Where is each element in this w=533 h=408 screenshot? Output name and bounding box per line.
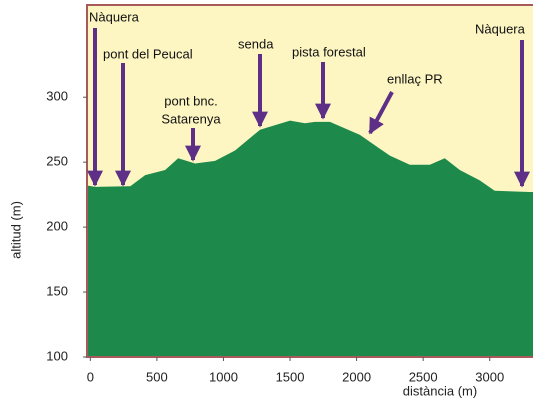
annotation-label: senda (238, 36, 274, 51)
x-tick-label: 2000 (342, 369, 371, 384)
annotation-arrow (368, 91, 394, 135)
x-axis-label: distància (m) (403, 383, 477, 398)
x-tick-label: 3000 (475, 369, 504, 384)
x-tick-label: 1000 (209, 369, 238, 384)
x-tick-label: 500 (146, 369, 168, 384)
x-tick-label: 0 (87, 369, 94, 384)
x-tick-label: 2500 (409, 369, 438, 384)
y-tick-label: 200 (46, 219, 68, 234)
y-tick-label: 300 (46, 89, 68, 104)
y-tick-label: 250 (46, 154, 68, 169)
y-axis-label: altitud (m) (8, 201, 23, 259)
y-tick-label: 150 (46, 283, 68, 298)
annotation-label: Nàquera (89, 9, 140, 24)
annotation-label: Nàquera (475, 21, 526, 36)
elevation-area (87, 120, 533, 358)
annotation-label: pont del Peucal (103, 46, 193, 61)
y-tick-label: 100 (46, 348, 68, 363)
annotation-label: Satarenya (161, 111, 221, 126)
x-tick-label: 1500 (276, 369, 305, 384)
annotation-label: pont bnc. (164, 93, 218, 108)
annotation-label: enllaç PR (387, 71, 443, 86)
annotation-label: pista forestal (292, 44, 366, 59)
